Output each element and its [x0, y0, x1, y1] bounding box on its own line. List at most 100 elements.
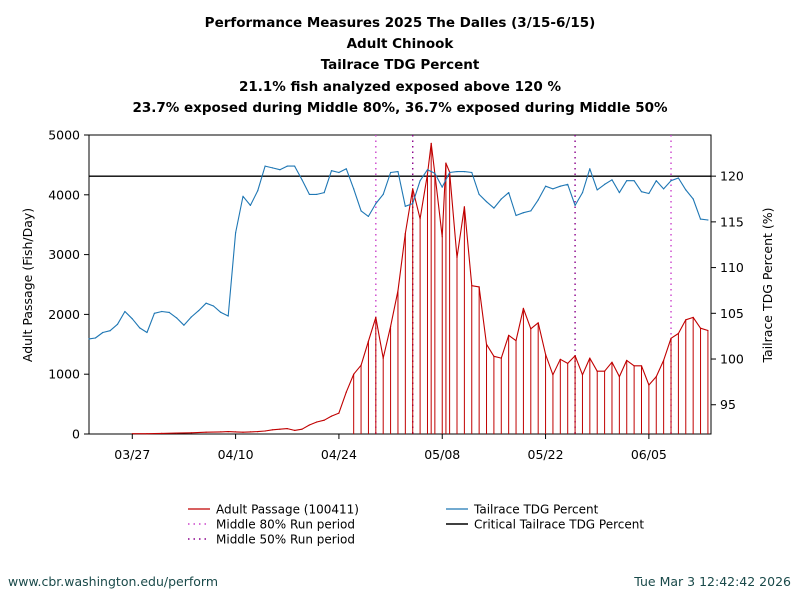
y-axis-right-label: Tailrace TDG Percent (%) [760, 207, 775, 363]
source-url: www.cbr.washington.edu/perform [8, 574, 219, 589]
tdg-point-12 [176, 317, 178, 319]
tdg-point-62 [545, 185, 547, 187]
tdg-point-72 [618, 192, 621, 194]
tdg-point-20 [235, 232, 237, 234]
tdg-point-25 [271, 167, 274, 169]
tdg-point-67 [581, 192, 584, 194]
chart-title: Performance Measures 2025 The Dalles (3/… [204, 15, 596, 31]
x-axis: 03/27 04/10 04/24 05/08 05/22 06/05 [114, 434, 667, 462]
tdg-point-57 [508, 192, 510, 194]
tdg-point-77 [655, 180, 657, 182]
tdg-point-13 [183, 324, 185, 326]
passage-point-9 [242, 431, 244, 433]
generated-timestamp: Tue Mar 3 12:42:42 2026 [634, 574, 791, 589]
tdg-point-78 [663, 188, 665, 190]
tdg-point-7 [139, 327, 141, 329]
passage-point-22 [338, 412, 340, 414]
left-tick-label-5: 5000 [48, 128, 80, 143]
chart-subtitle-middle-periods: 23.7% exposed during Middle 80%, 36.7% e… [132, 99, 668, 116]
passage-point-7 [227, 431, 229, 433]
tdg-point-58 [515, 214, 517, 217]
tdg-point-51 [463, 171, 465, 173]
tdg-point-38 [367, 215, 369, 217]
tdg-point-56 [500, 198, 502, 200]
adult-passage-series [131, 142, 709, 435]
passage-point-17 [301, 428, 303, 430]
passage-point-2 [161, 432, 163, 434]
tdg-point-45 [419, 180, 421, 182]
y-axis-left-label: Adult Passage (Fish/Day) [20, 208, 35, 362]
passage-point-3 [176, 432, 178, 434]
tdg-point-50 [456, 171, 458, 173]
tdg-point-65 [567, 183, 569, 185]
tdg-point-64 [559, 185, 561, 187]
tdg-point-83 [699, 218, 702, 220]
passage-point-15 [286, 428, 288, 430]
plot-frame [88, 134, 712, 435]
tdg-point-29 [301, 179, 303, 181]
tdg-point-84 [707, 219, 709, 221]
tdg-point-30 [308, 193, 310, 195]
tdg-point-18 [220, 311, 222, 313]
tdg-point-23 [257, 190, 259, 192]
tdg-point-16 [205, 302, 207, 304]
tdg-point-40 [382, 193, 384, 195]
passage-point-12 [264, 430, 266, 432]
tdg-point-54 [485, 201, 488, 203]
tdg-point-1 [94, 337, 96, 339]
left-tick-label-2: 2000 [48, 307, 80, 322]
tdg-point-76 [648, 192, 650, 195]
tdg-point-11 [168, 311, 170, 313]
chart-subtitle-measure: Tailrace TDG Percent [320, 57, 480, 74]
tdg-point-4 [116, 323, 119, 325]
tdg-point-53 [478, 193, 480, 195]
passage-point-1 [146, 433, 148, 435]
right-tick-label-3: 110 [720, 260, 744, 275]
tdg-point-26 [279, 169, 281, 171]
chart-subtitle-species: Adult Chinook [346, 36, 454, 53]
x-tick-label-5: 06/05 [631, 447, 667, 462]
tdg-point-10 [161, 310, 163, 313]
tdg-point-35 [345, 168, 347, 170]
tdg-point-70 [604, 183, 606, 185]
passage-point-5 [205, 431, 207, 433]
left-tick-label-0: 0 [72, 427, 80, 442]
tdg-point-27 [286, 165, 288, 167]
tdg-point-82 [692, 198, 694, 200]
tdg-series [88, 165, 709, 340]
tdg-point-34 [338, 171, 340, 174]
right-y-axis: 95 100 105 110 115 120 [711, 169, 744, 412]
middle-80-markers [375, 135, 672, 434]
tdg-point-0 [88, 338, 90, 340]
tdg-point-44 [412, 203, 414, 205]
passage-point-14 [279, 428, 281, 430]
chart-subtitle-exposure: 21.1% fish analyzed exposed above 120 % [239, 78, 561, 95]
tdg-point-24 [264, 165, 266, 167]
tdg-point-71 [611, 179, 613, 181]
legend-label-middle-80: Middle 80% Run period [216, 518, 355, 532]
tdg-point-59 [522, 212, 525, 214]
tdg-point-74 [633, 180, 635, 182]
tdg-point-8 [146, 331, 148, 334]
tdg-point-15 [198, 310, 200, 312]
tdg-point-75 [640, 191, 643, 193]
right-tick-label-1: 100 [720, 352, 744, 367]
x-tick-label-4: 05/22 [528, 447, 564, 462]
left-y-axis: 0 1000 2000 3000 4000 5000 [48, 128, 89, 442]
x-tick-label-2: 04/24 [321, 447, 357, 462]
passage-point-8 [235, 431, 237, 433]
chart-titles: Performance Measures 2025 The Dalles (3/… [0, 13, 800, 119]
tdg-point-41 [390, 171, 392, 174]
tdg-point-73 [626, 180, 628, 182]
passage-point-13 [271, 429, 274, 431]
legend-label-tdg: Tailrace TDG Percent [473, 503, 599, 517]
legend-label-critical-tdg: Critical Tailrace TDG Percent [474, 518, 644, 532]
tdg-point-46 [426, 169, 429, 171]
tdg-point-31 [316, 193, 318, 195]
passage-point-4 [190, 432, 192, 434]
passage-point-19 [316, 421, 318, 423]
passage-point-11 [257, 431, 259, 433]
tdg-point-28 [294, 165, 296, 167]
x-tick-label-1: 04/10 [218, 447, 254, 462]
left-tick-label-3: 3000 [48, 247, 80, 262]
